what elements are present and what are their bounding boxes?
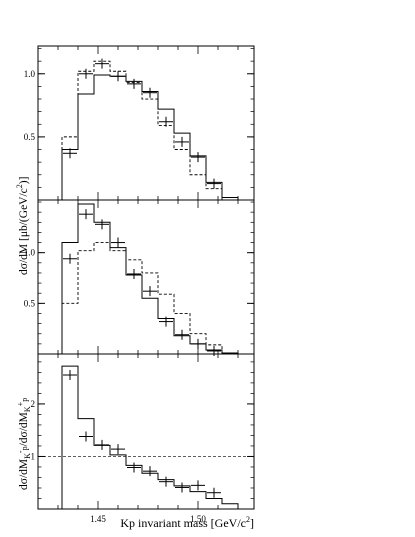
- plot-frame: [37, 45, 255, 201]
- data-point: [191, 480, 205, 491]
- y-axis-title-ratio: dσ/dMK-p/dσ/dMK+p: [16, 398, 32, 490]
- data-point: [207, 487, 221, 498]
- data-point: [143, 286, 157, 297]
- data-point: [207, 178, 221, 189]
- x-tick-label: 1.50: [190, 514, 206, 524]
- panel-bottom: 1 2 1.45 1.50: [31, 353, 255, 524]
- histogram-solid: [61, 203, 254, 355]
- data-point: [63, 370, 77, 381]
- data-point: [111, 237, 125, 248]
- data-point: [95, 219, 109, 230]
- data-point: [79, 68, 93, 79]
- y-axis-title-cross-section: dσ/dM [μb/(GeV/c2)]: [15, 177, 30, 275]
- data-point: [95, 58, 109, 69]
- data-point: [143, 466, 157, 477]
- histogram-dashed: [61, 60, 254, 201]
- data-point: [127, 268, 141, 279]
- panel-top: 0.5 1.0: [24, 45, 255, 201]
- plot-frame: [37, 199, 255, 355]
- data-point: [63, 148, 77, 159]
- y-tick-label: 2: [31, 399, 36, 409]
- data-point: [95, 439, 109, 450]
- data-point: [111, 71, 125, 82]
- data-point: [159, 316, 173, 327]
- y-tick-label: 1.0: [24, 69, 36, 79]
- data-point: [191, 152, 205, 163]
- data-point: [175, 136, 189, 147]
- data-point: [127, 462, 141, 473]
- data-point: [143, 87, 157, 98]
- histogram-solid: [61, 365, 254, 510]
- y-tick-label: 1.0: [24, 248, 36, 258]
- panel-middle: 0.5 1.0: [24, 199, 255, 356]
- data-point: [63, 253, 77, 264]
- data-point: [159, 116, 173, 127]
- data-point: [111, 444, 125, 455]
- x-tick-label: 1.45: [90, 514, 106, 524]
- data-point: [79, 431, 93, 442]
- y-tick-label: 1: [31, 451, 36, 461]
- y-tick-label: 0.5: [24, 298, 36, 308]
- data-point: [159, 476, 173, 487]
- data-point: [191, 338, 205, 349]
- histogram-solid: [61, 74, 254, 201]
- data-point: [175, 329, 189, 340]
- data-point: [127, 78, 141, 89]
- x-axis-title: Kp invariant mass [GeV/c2]: [120, 515, 254, 530]
- y-tick-label: 0.5: [24, 132, 36, 142]
- plot-frame: [37, 353, 255, 510]
- data-point: [79, 209, 93, 220]
- data-point: [175, 482, 189, 493]
- histogram-dashed: [61, 242, 254, 355]
